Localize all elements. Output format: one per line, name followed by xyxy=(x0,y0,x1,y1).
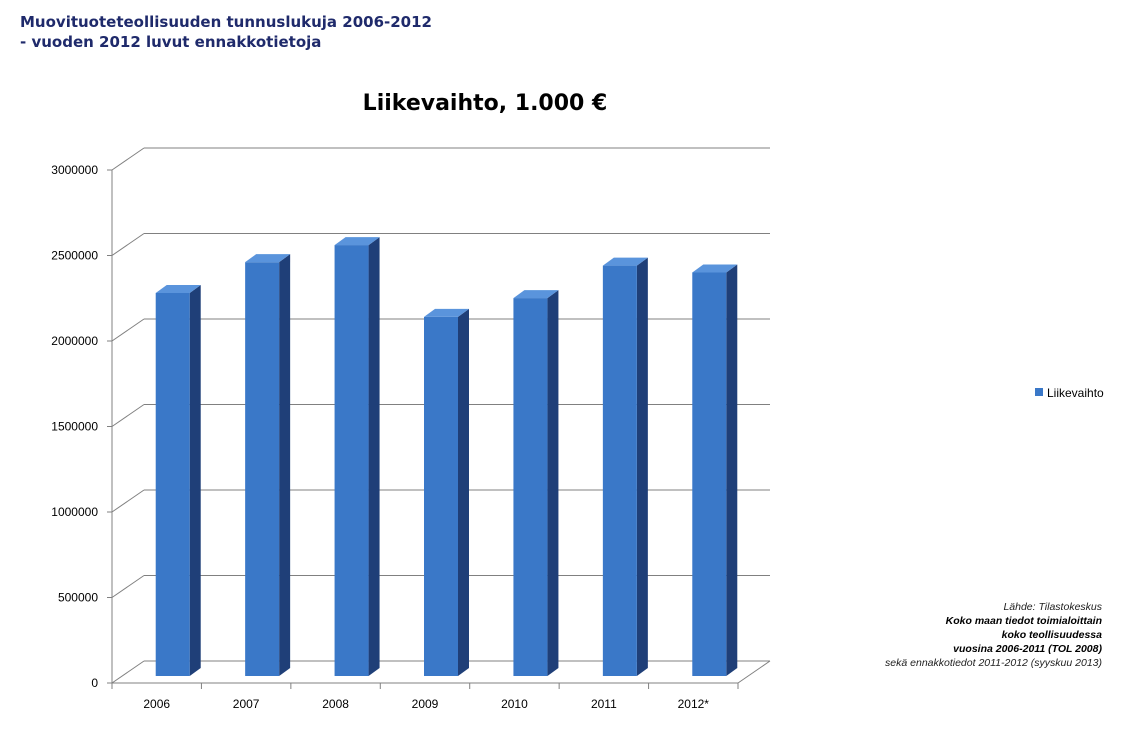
gridline-depth xyxy=(111,489,145,513)
y-tick-label: 3000000 xyxy=(51,163,98,177)
bar-top xyxy=(424,308,469,317)
x-tick-label: 2006 xyxy=(143,697,170,711)
bar xyxy=(513,290,559,676)
bar-side xyxy=(368,237,380,676)
bar-side xyxy=(189,284,201,676)
source-line-5: sekä ennakkotiedot 2011-2012 (syyskuu 20… xyxy=(885,657,1102,669)
bar xyxy=(334,237,380,676)
x-tick-label: 2011 xyxy=(591,697,617,711)
chart-title: Liikevaihto, 1.000 € xyxy=(363,91,608,116)
bar-top xyxy=(155,284,201,293)
x-tick-label: 2012* xyxy=(678,697,710,711)
source-line-3: koko teollisuudessa xyxy=(1001,629,1102,641)
bar xyxy=(602,257,648,676)
y-tick-label: 1500000 xyxy=(51,420,98,434)
y-tick-label: 500000 xyxy=(58,591,98,605)
gridline-depth xyxy=(111,660,145,684)
bar-side xyxy=(458,308,469,676)
source-line-2: Koko maan tiedot toimialoittain xyxy=(945,615,1102,627)
chart-axes: 0 500000 1000000 1500000 2000000 2500000 30000… xyxy=(51,163,771,711)
bar-front xyxy=(245,262,280,676)
floor-edge xyxy=(737,660,771,684)
gridline-depth xyxy=(111,147,145,171)
gridline-depth xyxy=(111,233,145,256)
bar-side xyxy=(636,257,648,676)
x-tick-label: 2008 xyxy=(322,697,349,711)
legend-label: Liikevaihto xyxy=(1047,386,1104,400)
y-tick-label: 2500000 xyxy=(51,249,98,263)
x-tick-label: 2007 xyxy=(233,697,260,711)
x-tick-label: 2010 xyxy=(501,697,528,711)
gridline-depth xyxy=(111,318,145,342)
gridline-depth xyxy=(111,404,145,427)
bar-front xyxy=(513,298,548,676)
bar-top xyxy=(513,290,559,299)
title-line-1: Muovituoteteollisuuden tunnuslukuja 2006… xyxy=(20,13,432,31)
gridline-depth xyxy=(111,575,145,598)
bar xyxy=(424,308,469,676)
title-line-2: - vuoden 2012 luvut ennakkotietoja xyxy=(20,33,322,51)
bar-top xyxy=(602,257,648,266)
x-tick-label: 2009 xyxy=(412,697,439,711)
bar xyxy=(155,284,201,676)
y-tick-label: 1000000 xyxy=(51,505,98,519)
source-line-4: vuosina 2006-2011 (TOL 2008) xyxy=(953,643,1102,655)
bar-top xyxy=(245,254,291,263)
bar-top xyxy=(334,237,380,246)
bar-front xyxy=(692,272,727,676)
page-title: Muovituoteteollisuuden tunnuslukuja 2006… xyxy=(20,12,432,52)
bar-front xyxy=(155,292,190,676)
bar-front xyxy=(602,265,637,676)
y-tick-label: 2000000 xyxy=(51,334,98,348)
bar-side xyxy=(279,254,291,676)
y-tick-label: 0 xyxy=(91,676,98,690)
source-line-1: Lähde: Tilastokeskus xyxy=(1003,601,1102,613)
chart-legend: Liikevaihto xyxy=(1035,386,1104,400)
legend-swatch xyxy=(1035,388,1043,396)
bar xyxy=(245,254,291,676)
bar-side xyxy=(726,264,738,676)
bar xyxy=(692,264,738,676)
bar-front xyxy=(424,316,458,676)
bar-side xyxy=(547,290,559,676)
bar-top xyxy=(692,264,738,273)
chart-bars xyxy=(155,237,738,676)
bar-front xyxy=(334,245,369,676)
source-note: Lähde: Tilastokeskus Koko maan tiedot to… xyxy=(885,600,1102,670)
